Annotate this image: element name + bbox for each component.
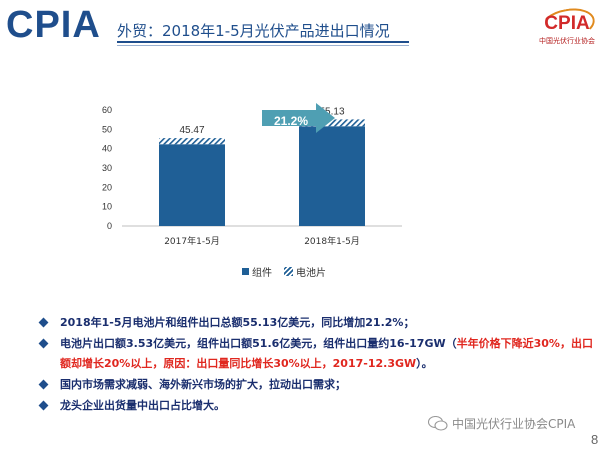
y-tick-label: 0 <box>107 221 112 231</box>
y-tick-label: 30 <box>102 163 112 173</box>
page-number: 8 <box>591 432 599 447</box>
title-underline-thin <box>117 45 409 46</box>
bullet-item: 龙头企业出货量中出口占比增大。 <box>34 396 594 416</box>
logo-text: CPIA <box>544 13 590 34</box>
growth-arrow-icon <box>262 103 335 133</box>
legend-label-cells: 电池片 <box>296 268 326 279</box>
logo-subtitle: 中国光伏行业协会 <box>539 37 595 45</box>
y-tick-label: 40 <box>102 144 112 154</box>
bullet-text: 龙头企业出货量中出口占比增大。 <box>60 399 225 412</box>
bullet-item: 2018年1-5月电池片和组件出口总额55.13亿美元，同比增加21.2%； <box>34 313 594 333</box>
bar-segment <box>159 138 225 145</box>
chart-canvas: 0 10 20 30 40 50 60 45.47 2017年1-5月 55.13 2018年1-5… <box>102 105 402 247</box>
legend-item-cells: 电池片 <box>284 264 326 279</box>
diamond-bullet-icon <box>38 400 49 411</box>
watermark-text: 中国光伏行业协会CPIA <box>452 417 576 431</box>
y-tick-label: 60 <box>102 105 112 115</box>
bar-segment <box>159 144 225 226</box>
legend-item-modules: 组件 <box>242 264 272 279</box>
bullet-text: 电池片出口额3.53亿美元，组件出口额51.6亿美元，组件出口量约16-17GW… <box>60 337 457 350</box>
legend-label-modules: 组件 <box>252 268 272 279</box>
bar-segment <box>299 126 365 226</box>
y-tick-label: 10 <box>102 202 112 212</box>
bar-total-label: 55.13 <box>319 106 344 117</box>
bullet-text-end: ）。 <box>416 357 433 370</box>
watermark: 中国光伏行业协会CPIA <box>428 415 575 432</box>
chart-legend: 组件 电池片 <box>242 264 326 279</box>
bullet-text: 2018年1-5月电池片和组件出口总额55.13亿美元，同比增加21.2%； <box>60 316 415 329</box>
y-tick-label: 20 <box>102 182 112 192</box>
bullet-item: 电池片出口额3.53亿美元，组件出口额51.6亿美元，组件出口量约16-17GW… <box>34 334 594 374</box>
page-title: 外贸：2018年1-5月光伏产品进出口情况 <box>117 22 390 40</box>
export-bar-chart: 0 10 20 30 40 50 60 45.47 2017年1-5月 55.13 2018年1-5… <box>94 100 474 280</box>
diamond-bullet-icon <box>38 338 49 349</box>
cpia-logo: CPIA 中国光伏行业协会 <box>533 3 601 55</box>
legend-swatch-solid <box>242 268 249 275</box>
bullet-text-highlight: 半年价格下降近30%，出口额却增长20%以上，原因：出口量同比增长30%以上，2… <box>60 337 593 370</box>
bullet-text: 国内市场需求减弱、海外新兴市场的扩大，拉动出口需求； <box>60 378 346 391</box>
bullet-item: 国内市场需求减弱、海外新兴市场的扩大，拉动出口需求； <box>34 375 594 395</box>
bullet-list: 2018年1-5月电池片和组件出口总额55.13亿美元，同比增加21.2%； 电… <box>34 313 594 417</box>
x-tick-label: 2017年1-5月 <box>164 235 220 247</box>
diamond-bullet-icon <box>38 379 49 390</box>
y-tick-label: 50 <box>102 124 112 134</box>
growth-arrow-callout: 21.2% <box>262 102 335 134</box>
bar-segment <box>299 119 365 127</box>
wechat-icon <box>428 416 448 431</box>
brand-wordmark: CPIA <box>6 4 101 46</box>
growth-rate: 21.2% <box>274 114 309 128</box>
legend-swatch-hatch <box>284 267 293 276</box>
title-underline <box>117 41 409 43</box>
x-tick-label: 2018年1-5月 <box>304 235 360 247</box>
bar-total-label: 45.47 <box>179 125 204 136</box>
diamond-bullet-icon <box>38 317 49 328</box>
